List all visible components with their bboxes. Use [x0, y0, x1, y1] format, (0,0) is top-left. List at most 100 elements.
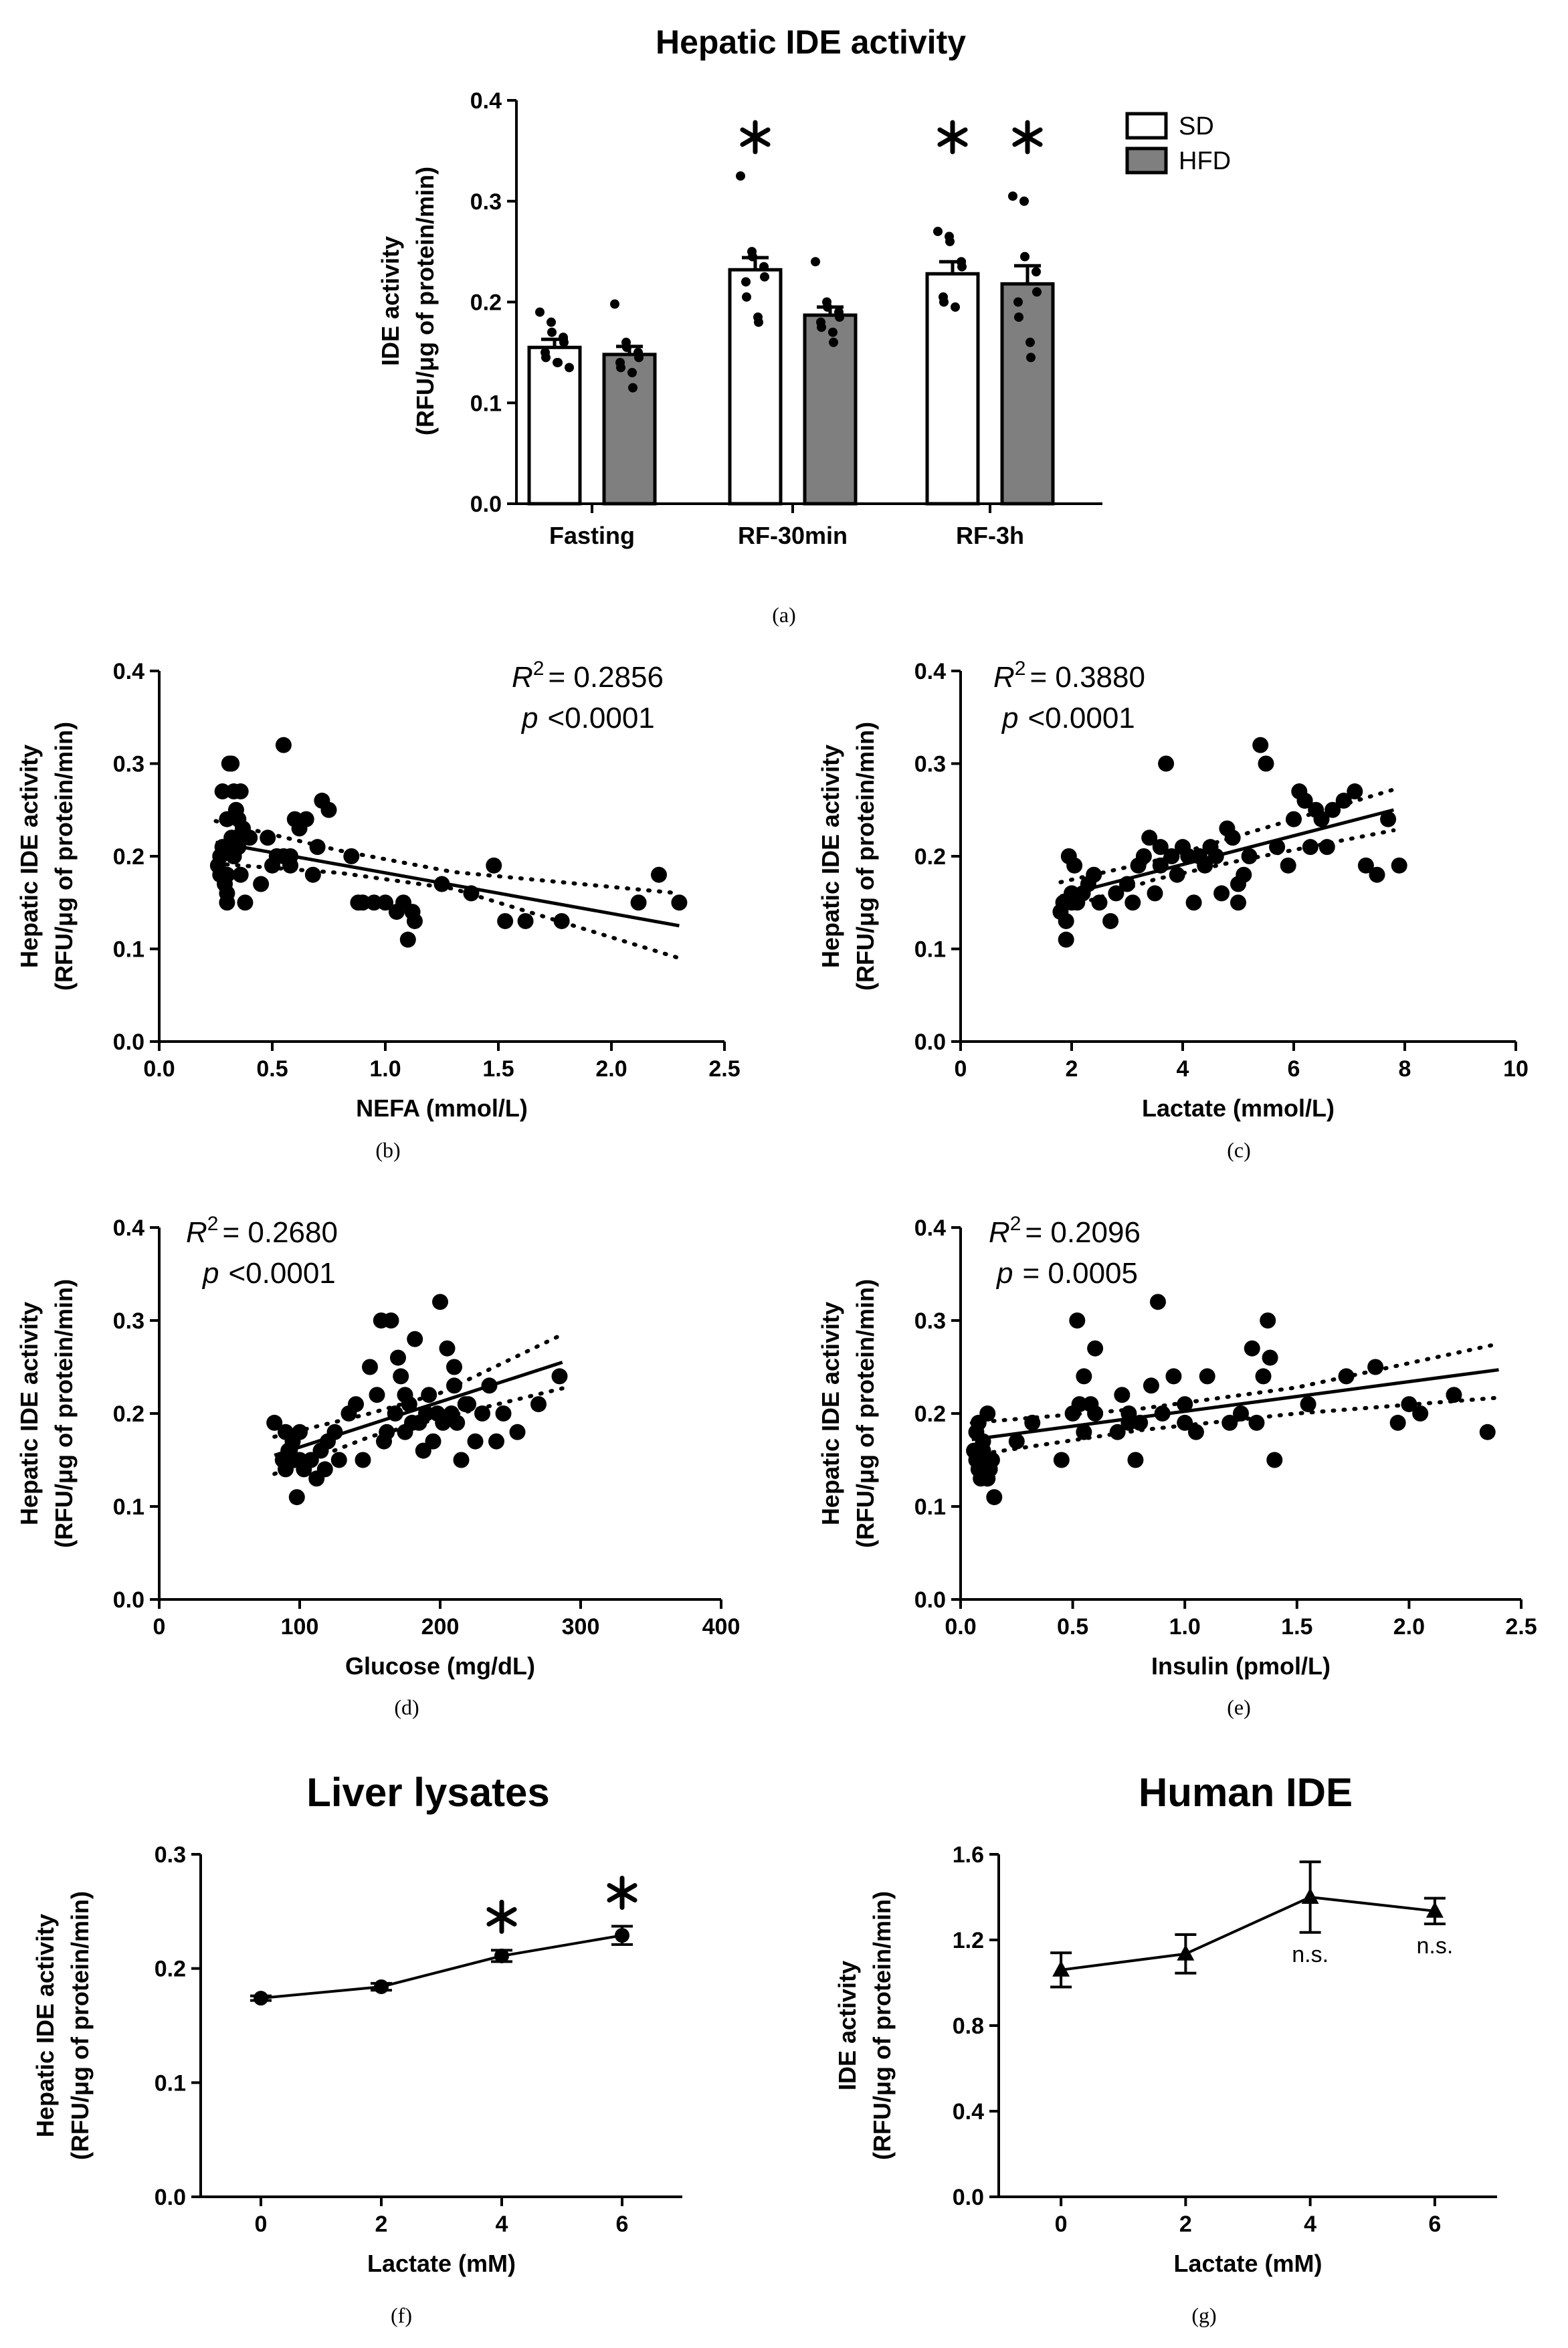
data-point — [979, 1470, 996, 1487]
data-point — [1389, 1414, 1406, 1431]
data-point — [439, 1340, 456, 1357]
data-point — [1262, 1349, 1278, 1366]
r-squared-text: R2 = 0.3880 — [993, 658, 1145, 694]
legend: SD HFD — [1125, 112, 1231, 175]
data-point — [951, 302, 960, 312]
x-tick-label: 6 — [616, 2212, 629, 2237]
data-point — [622, 343, 631, 353]
category-label: RF-3h — [956, 522, 1024, 549]
bar-SD-Fasting — [527, 345, 582, 506]
y-tick-label: 0.2 — [113, 844, 144, 870]
p-value: <0.0001 — [547, 702, 654, 735]
data-point — [254, 1991, 268, 2006]
data-point — [1109, 1424, 1126, 1440]
data-point — [453, 1452, 470, 1468]
data-point — [355, 894, 371, 911]
data-point — [304, 866, 321, 883]
data-point — [1380, 811, 1397, 827]
data-point — [1014, 312, 1023, 322]
r-symbol: R — [989, 1216, 1010, 1249]
y-tick-label: 0.3 — [155, 1842, 186, 1868]
data-point — [232, 866, 249, 883]
data-point — [1149, 1294, 1166, 1310]
data-point — [1258, 755, 1274, 772]
confidence-band-upper — [1058, 787, 1396, 884]
p-symbol: p — [520, 702, 538, 735]
data-point — [309, 839, 326, 856]
data-point — [1032, 267, 1041, 277]
significance-star — [607, 1876, 638, 1911]
legend-swatch-HFD — [1125, 146, 1168, 175]
series-line — [1060, 1895, 1436, 1971]
data-point — [1185, 894, 1202, 911]
y-axis-label: Hepatic IDE activity — [15, 1302, 43, 1525]
x-tick-label: 0 — [153, 1614, 166, 1640]
panel-label: (f) — [391, 2303, 412, 2327]
data-point — [741, 277, 751, 287]
x-tick-label: 2 — [1179, 2212, 1192, 2237]
data-point — [823, 302, 832, 312]
panel-label: (d) — [394, 1695, 419, 1719]
data-point — [811, 257, 820, 267]
data-point — [1213, 885, 1230, 902]
y-axis-label: (RFU/μg of protein/min) — [50, 722, 78, 991]
data-point — [1224, 829, 1241, 846]
data-point — [547, 327, 557, 337]
r-squared-value: = 0.2096 — [1025, 1216, 1141, 1249]
data-point — [1260, 1312, 1276, 1329]
data-point — [393, 1368, 409, 1385]
data-point — [397, 1387, 413, 1403]
data-point — [1446, 1387, 1462, 1403]
y-tick-label: 0.1 — [113, 937, 144, 963]
data-point — [535, 307, 545, 317]
data-point — [553, 357, 563, 367]
data-point — [835, 312, 844, 322]
x-tick-label: 0 — [255, 2212, 268, 2237]
x-tick-label: 2.5 — [1505, 1614, 1537, 1640]
data-point — [1026, 353, 1036, 363]
data-point — [1152, 839, 1169, 856]
x-tick-label: 2.0 — [1393, 1614, 1425, 1640]
y-tick-label: 0.3 — [914, 1308, 946, 1334]
r-superscript: 2 — [1010, 1213, 1021, 1235]
bar-HFD-RF-3h — [1000, 282, 1055, 506]
y-tick-label: 0.3 — [113, 1308, 144, 1334]
data-point — [1066, 857, 1083, 874]
data-point — [1241, 848, 1258, 864]
p-value: = 0.0005 — [1022, 1257, 1138, 1290]
data-point — [1280, 857, 1296, 874]
data-point — [541, 353, 551, 363]
x-axis-label: Lactate (mmol/L) — [1142, 1094, 1335, 1122]
data-point — [241, 829, 258, 846]
y-tick-label: 0.4 — [113, 1215, 144, 1241]
data-point — [968, 1424, 985, 1440]
data-point — [1058, 912, 1074, 929]
y-tick-label: 0.1 — [155, 2070, 186, 2096]
y-tick-label: 0.1 — [914, 1494, 946, 1520]
significance-star — [1012, 120, 1043, 155]
data-point — [1426, 1901, 1444, 1918]
data-point — [628, 383, 638, 393]
data-point — [939, 297, 949, 307]
data-point — [486, 857, 502, 874]
y-tick-label: 0.3 — [470, 189, 502, 215]
data-point — [829, 337, 838, 347]
data-point — [736, 171, 745, 181]
data-point — [1076, 1368, 1092, 1385]
y-tick-label: 0.1 — [914, 937, 946, 963]
significance-star — [740, 120, 771, 155]
x-tick-label: 1.0 — [1169, 1614, 1201, 1640]
data-point — [616, 363, 625, 373]
y-tick-label: 0.4 — [953, 2099, 984, 2125]
y-axis-label: (RFU/μg of protein/min) — [868, 1891, 896, 2160]
y-tick-label: 0.3 — [914, 752, 946, 777]
data-point — [1300, 1396, 1316, 1413]
data-point — [1102, 912, 1119, 929]
x-tick-label: 2.5 — [708, 1056, 740, 1082]
r-superscript: 2 — [207, 1213, 219, 1235]
data-point — [212, 866, 229, 883]
y-axis-label: (RFU/μg of protein/min) — [852, 722, 879, 991]
p-symbol: p — [995, 1257, 1013, 1290]
y-tick-label: 0.0 — [914, 1587, 946, 1613]
